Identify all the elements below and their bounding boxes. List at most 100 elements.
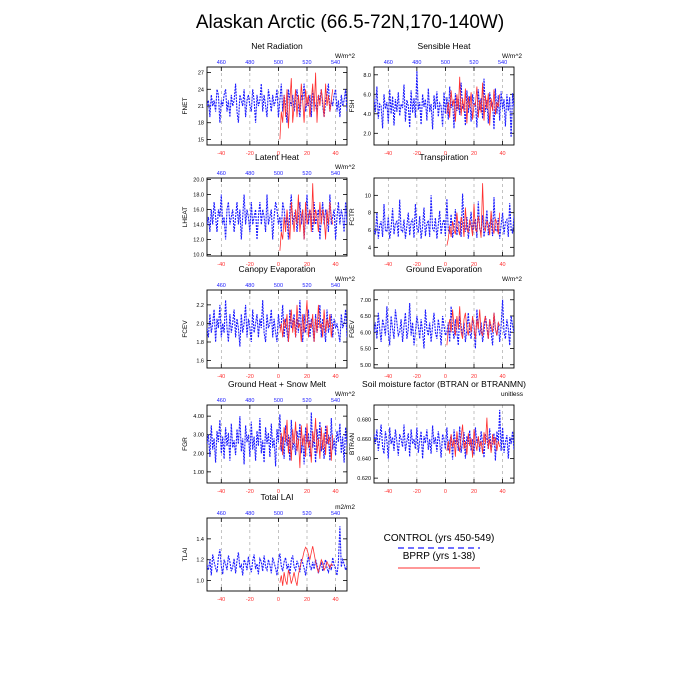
x-tick-label-top: 520: [302, 60, 311, 66]
series-line-control: [207, 194, 347, 240]
plot-frame: [373, 404, 515, 484]
x-tick-label-bottom: -40: [384, 489, 392, 495]
x-tick-label-top: 520: [469, 60, 478, 66]
panel-6: Ground Heat + Snow Melt W/m^2 1.00 2.00 3.00…: [182, 379, 355, 495]
panel-units: W/m^2: [335, 53, 355, 60]
y-tick-label: 6.0: [363, 92, 371, 98]
x-tick-label-bottom: 40: [500, 151, 506, 157]
x-tick-label-bottom: 0: [444, 489, 447, 495]
x-tick-label-bottom: 0: [277, 262, 280, 268]
panel-units: W/m^2: [335, 391, 355, 398]
x-tick-label-top: 460: [217, 171, 226, 177]
series-line-control: [207, 83, 347, 123]
series-line-control: [374, 409, 514, 461]
y-tick-label: 0.620: [357, 476, 371, 482]
y-axis-label: TLAI: [182, 547, 189, 561]
x-tick-label-bottom: -20: [246, 151, 254, 157]
series-line-bprp: [279, 72, 334, 140]
y-tick-label: 7.00: [360, 298, 371, 304]
panel-title: Latent Heat: [255, 152, 300, 162]
x-tick-label-top: 480: [245, 60, 254, 66]
y-tick-label: 3.00: [193, 433, 204, 439]
y-tick-label: 18.0: [193, 193, 204, 199]
y-tick-label: 4: [368, 245, 371, 251]
series-line-control: [207, 300, 347, 347]
x-tick-label-bottom: -20: [246, 374, 254, 380]
y-tick-label: 2.00: [193, 451, 204, 457]
y-tick-label: 18: [198, 121, 204, 127]
y-tick-label: 27: [198, 71, 204, 77]
y-tick-label: 16.0: [193, 208, 204, 214]
x-tick-label-top: 540: [498, 60, 507, 66]
panel-units: m2/m2: [335, 504, 355, 511]
plot-frame: [206, 177, 348, 257]
panel-2: Latent Heat W/m^2 10.0 12.0 14.0 16.0 18.0 20.0…: [182, 152, 355, 268]
x-tick-label-top: 500: [274, 511, 283, 517]
y-tick-label: 2.0: [363, 131, 371, 137]
panel-title: Transpiration: [419, 152, 469, 162]
x-tick-label-bottom: -40: [384, 151, 392, 157]
panel-5: Ground Evaporation W/m^2 5.00 5.50 6.00 6.50 7…: [349, 264, 522, 380]
x-tick-label-top: 460: [217, 283, 226, 289]
y-tick-label: 0.660: [357, 437, 371, 443]
series-line-control: [207, 526, 347, 576]
x-tick-label-bottom: 0: [444, 151, 447, 157]
x-tick-label-top: 500: [274, 60, 283, 66]
y-axis-label: FSH: [349, 99, 356, 112]
y-tick-label: 1.8: [196, 340, 204, 346]
x-tick-label-bottom: -20: [413, 151, 421, 157]
x-tick-label-bottom: 40: [333, 374, 339, 380]
panel-4: Canopy Evaporation W/m^2 1.6 1.8 2.0 2.2 FCEV -…: [182, 264, 355, 380]
y-tick-label: 8.0: [363, 73, 371, 79]
series-line-bprp: [446, 183, 501, 246]
x-tick-label-bottom: -40: [217, 597, 225, 603]
x-tick-label-top: 500: [441, 60, 450, 66]
y-tick-label: 21: [198, 104, 204, 110]
x-tick-label-top: 540: [331, 511, 340, 517]
x-tick-label-bottom: -20: [413, 374, 421, 380]
x-tick-label-bottom: -40: [217, 262, 225, 268]
x-tick-label-top: 520: [302, 283, 311, 289]
x-tick-label-bottom: 40: [500, 489, 506, 495]
legend: CONTROL (yrs 450-549) BPRP (yrs 1-38): [384, 533, 494, 569]
panel-1: Sensible Heat W/m^2 2.0 4.0 6.0 8.0 FSH -40 -20 0…: [349, 41, 522, 157]
y-tick-label: 2.2: [196, 303, 204, 309]
series-line-bprp: [279, 546, 334, 586]
x-tick-label-top: 520: [302, 171, 311, 177]
x-tick-label-bottom: 0: [277, 597, 280, 603]
y-tick-label: 10.0: [193, 253, 204, 259]
x-tick-label-bottom: 20: [304, 374, 310, 380]
x-tick-label-bottom: -20: [246, 489, 254, 495]
panel-units: W/m^2: [502, 276, 522, 283]
x-tick-label-bottom: 20: [471, 374, 477, 380]
x-tick-label-bottom: 0: [277, 151, 280, 157]
x-tick-label-bottom: -20: [246, 597, 254, 603]
y-tick-label: 4.0: [363, 112, 371, 118]
x-tick-label-top: 460: [217, 511, 226, 517]
series-line-bprp: [446, 417, 501, 458]
x-tick-label-bottom: -40: [217, 374, 225, 380]
y-tick-label: 1.0: [196, 579, 204, 585]
x-tick-label-bottom: 40: [500, 262, 506, 268]
y-tick-label: 20.0: [193, 178, 204, 184]
panel-units: W/m^2: [335, 164, 355, 171]
x-tick-label-bottom: 40: [500, 374, 506, 380]
x-tick-label-bottom: 20: [471, 151, 477, 157]
y-axis-label: FCEV: [182, 320, 189, 338]
series-line-control: [374, 299, 514, 349]
y-tick-label: 0.640: [357, 457, 371, 463]
x-tick-label-bottom: 20: [471, 489, 477, 495]
panel-title: Canopy Evaporation: [238, 264, 315, 274]
y-tick-label: 5.50: [360, 347, 371, 353]
series-line-bprp: [446, 76, 501, 126]
y-tick-label: 6: [368, 228, 371, 234]
panel-0: Net Radiation W/m^2 15 18 21 24 27 FNET -40 -20 0 2…: [182, 41, 355, 157]
x-tick-label-top: 540: [331, 171, 340, 177]
series-line-control: [374, 70, 514, 138]
x-tick-label-top: 520: [302, 511, 311, 517]
x-tick-label-bottom: 40: [333, 489, 339, 495]
panel-units: W/m^2: [502, 53, 522, 60]
figure-title: Alaskan Arctic (66.5-72N,170-140W): [196, 12, 504, 33]
x-tick-label-top: 460: [384, 60, 393, 66]
y-tick-label: 5.00: [360, 363, 371, 369]
